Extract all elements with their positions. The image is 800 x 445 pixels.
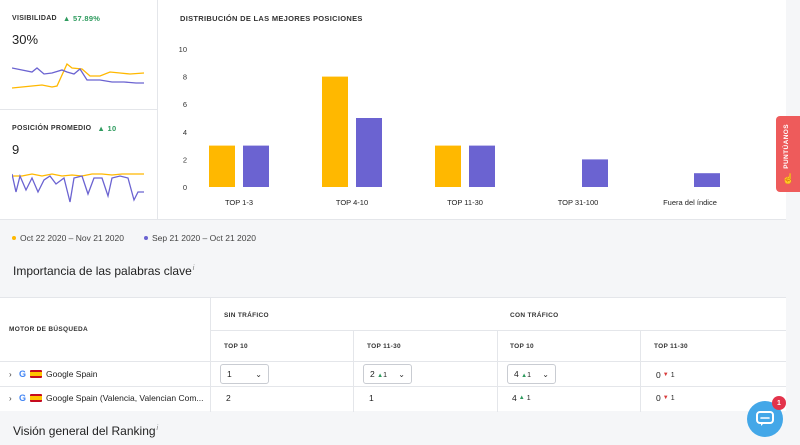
rate-us-tab[interactable]: PUNTÚANOS ☝ (776, 116, 800, 192)
visibility-label: VISIBILIDAD (12, 15, 57, 22)
legend-dot-current (12, 236, 16, 240)
spain-flag-icon (30, 370, 43, 378)
divider (210, 330, 786, 331)
y-tick-label: 10 (179, 45, 187, 54)
rate-us-label: PUNTÚANOS (783, 124, 790, 169)
x-tick-label: TOP 1-3 (225, 198, 253, 207)
divider (210, 298, 211, 412)
cell-traffic-top10: 4 ▲ 1 (512, 393, 531, 403)
google-icon: G (19, 369, 27, 379)
bar-current[interactable] (435, 145, 461, 187)
cell-no-traffic-top10: 2 (226, 393, 231, 403)
col-traffic-top11-30: TOP 11-30 (654, 343, 688, 350)
metrics-column: VISIBILIDAD ▲ 57.89% 30% POSICIÓN PROMED… (0, 0, 158, 220)
chart-title: DISTRIBUCIÓN DE LAS MEJORES POSICIONES (180, 14, 363, 23)
divider (640, 330, 641, 412)
divider (497, 330, 498, 412)
engine-name: Google Spain (Valencia, Valencian Com... (46, 393, 204, 403)
avg-position-sparkline (12, 173, 144, 203)
table-row[interactable]: › G Google Spain (Valencia, Valencian Co… (9, 393, 204, 403)
group-traffic-header: CON TRÁFICO (510, 312, 559, 319)
bar-previous[interactable] (694, 173, 720, 187)
chevron-down-icon: ⌄ (255, 369, 262, 379)
divider (0, 386, 786, 387)
spain-flag-icon (30, 394, 43, 402)
divider (0, 361, 786, 362)
table-row[interactable]: › G Google Spain (9, 369, 98, 379)
bar-previous[interactable] (469, 145, 495, 187)
select-traffic-top10[interactable]: 4 ▲1 ⌄ (507, 364, 556, 384)
cell-traffic-top11-30: 0 ▼ 1 (656, 393, 675, 403)
cell-traffic-top11-30: 0 ▼ 1 (656, 370, 675, 380)
y-tick-label: 2 (183, 155, 187, 164)
keywords-importance-text: Importancia de las palabras clave (13, 264, 192, 278)
col-engine-header: MOTOR DE BÚSQUEDA (9, 326, 89, 333)
group-no-traffic-header: SIN TRÁFICO (224, 312, 269, 319)
bar-chart: 0 2 4 6 8 10 TOP 1-3 TOP 4-10 TOP 11-30 TOP 31-10… (179, 45, 720, 207)
google-icon: G (19, 393, 27, 403)
ranking-overview-title: Visión general del Rankingi (13, 424, 158, 438)
chevron-down-icon: ⌄ (398, 369, 405, 379)
visibility-value: 30% (12, 32, 39, 47)
x-tick-label: TOP 4-10 (336, 198, 368, 207)
chevron-right-icon[interactable]: › (9, 393, 12, 403)
y-tick-label: 0 (183, 183, 187, 192)
info-icon[interactable]: i (156, 425, 159, 432)
legend-label-current: Oct 22 2020 – Nov 21 2020 (20, 233, 124, 243)
chevron-down-icon: ⌄ (542, 369, 549, 379)
visibility-card: VISIBILIDAD ▲ 57.89% 30% (0, 0, 158, 110)
legend-label-previous: Sep 21 2020 – Oct 21 2020 (151, 233, 256, 243)
bar-previous[interactable] (243, 145, 269, 187)
select-no-traffic-top11-30[interactable]: 2 ▲1 ⌄ (363, 364, 412, 384)
avg-position-delta: ▲ 10 (97, 124, 117, 133)
select-no-traffic-top10[interactable]: 1 ⌄ (220, 364, 269, 384)
bar-previous[interactable] (582, 159, 608, 187)
chevron-right-icon[interactable]: › (9, 369, 12, 379)
avg-position-card: POSICIÓN PROMEDIO ▲ 10 9 (0, 110, 158, 220)
positions-chart: DISTRIBUCIÓN DE LAS MEJORES POSICIONES 0… (159, 0, 786, 220)
col-no-traffic-top10: TOP 10 (224, 343, 248, 350)
cell-no-traffic-top11-30: 1 (369, 393, 374, 403)
engine-name: Google Spain (46, 369, 98, 379)
legend-item-previous[interactable]: Sep 21 2020 – Oct 21 2020 (143, 233, 256, 243)
avg-position-label: POSICIÓN PROMEDIO (12, 125, 92, 132)
visibility-delta: ▲ 57.89% (62, 14, 101, 23)
chat-badge: 1 (772, 396, 786, 410)
hand-pointer-icon: ☝ (782, 174, 795, 185)
keywords-importance-title: Importancia de las palabras clavei (13, 264, 194, 278)
visibility-sparkline (12, 62, 144, 89)
y-tick-label: 8 (183, 73, 187, 82)
keywords-table: MOTOR DE BÚSQUEDA SIN TRÁFICO CON TRÁFIC… (0, 297, 786, 412)
y-tick-label: 6 (183, 100, 187, 109)
bar-current[interactable] (209, 145, 235, 187)
bar-previous[interactable] (356, 118, 382, 187)
legend-item-current[interactable]: Oct 22 2020 – Nov 21 2020 (12, 233, 124, 243)
col-traffic-top10: TOP 10 (510, 343, 534, 350)
chat-icon (756, 411, 774, 426)
y-tick-label: 4 (183, 128, 187, 137)
col-no-traffic-top11-30: TOP 11-30 (367, 343, 401, 350)
x-tick-label: TOP 11-30 (447, 198, 483, 207)
chart-legend: Oct 22 2020 – Nov 21 2020 Sep 21 2020 – … (12, 233, 256, 243)
info-icon[interactable]: i (192, 265, 195, 272)
x-tick-label: Fuera del índice (663, 198, 717, 207)
avg-position-value: 9 (12, 142, 20, 157)
summary-panel: VISIBILIDAD ▲ 57.89% 30% POSICIÓN PROMED… (0, 0, 786, 220)
ranking-overview-text: Visión general del Ranking (13, 424, 156, 438)
bar-current[interactable] (322, 76, 348, 187)
x-tick-label: TOP 31-100 (558, 198, 599, 207)
legend-dot-previous (143, 236, 148, 240)
divider (353, 330, 354, 412)
